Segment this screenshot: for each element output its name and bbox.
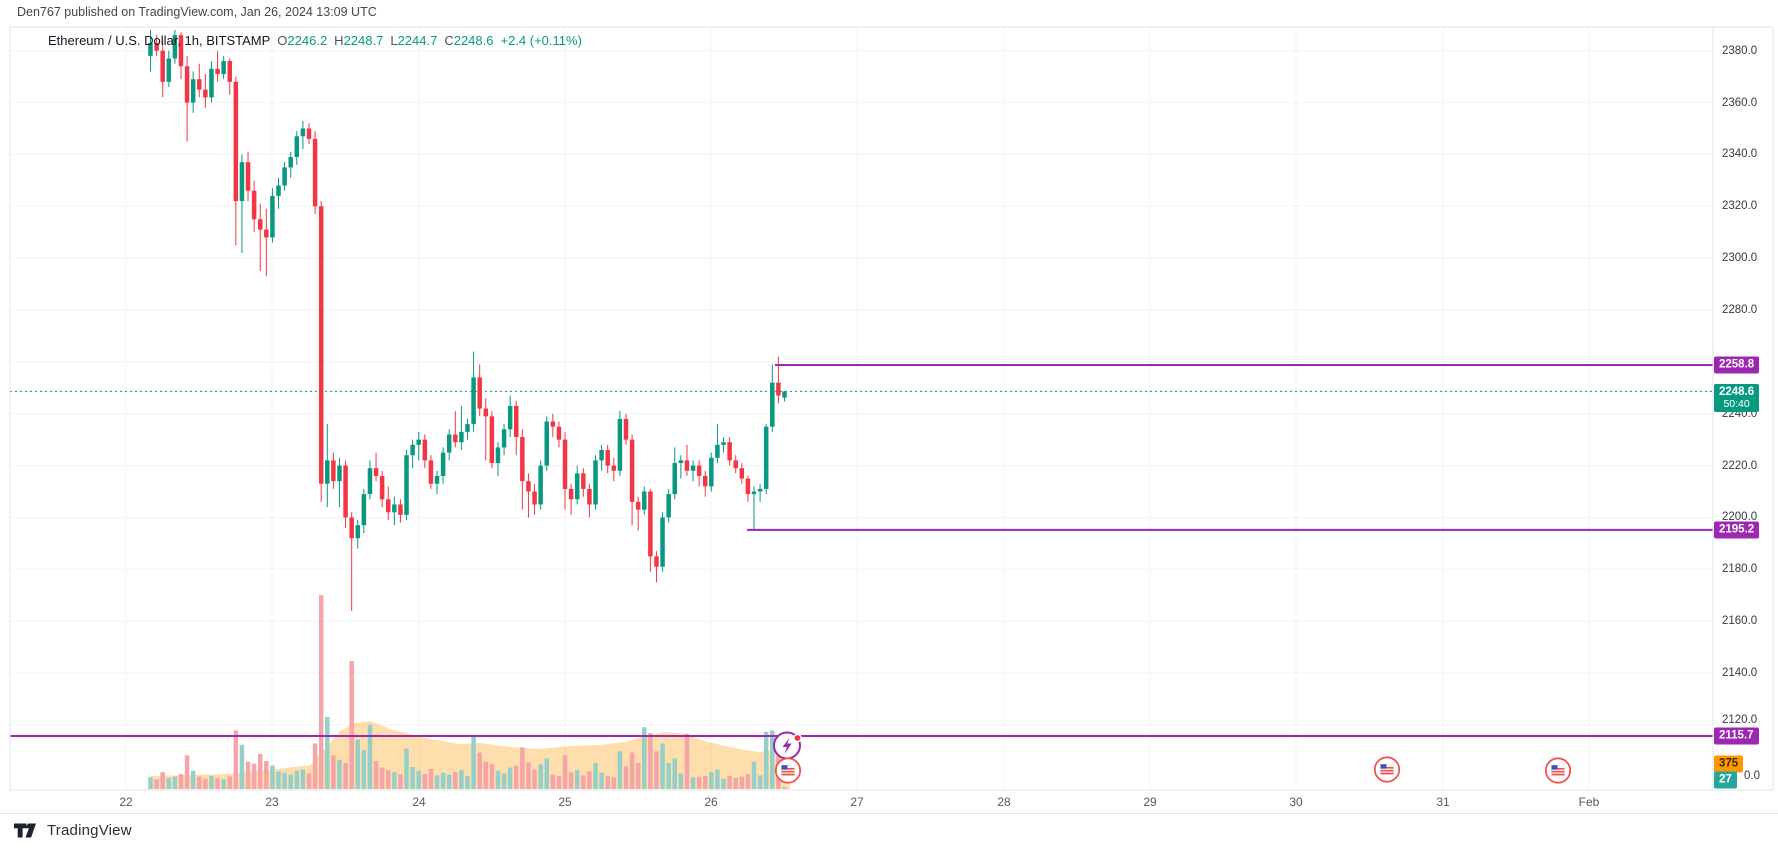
volume-badge: 27 (1714, 771, 1737, 789)
open-value: 2246.2 (287, 33, 328, 48)
price-axis-label: 2180.0 (1722, 563, 1758, 576)
tradingview-logo-icon[interactable] (14, 823, 38, 838)
price-axis-label: 2360.0 (1722, 96, 1758, 109)
price-axis-label: 2200.0 (1722, 511, 1758, 524)
symbol-legend: Ethereum / U.S. Dollar, 1h, BITSTAMP O224… (48, 33, 582, 48)
volume-zero-label: 0.0 (1744, 770, 1760, 782)
close-label: C (444, 33, 454, 48)
low-label: L (390, 33, 398, 48)
economic-event-us-flag-icon[interactable] (774, 757, 802, 789)
support-level-badge: 2195.2 (1714, 521, 1760, 539)
bar-countdown: 50:40 (1723, 398, 1750, 411)
time-axis-label: 25 (558, 795, 572, 809)
time-axis-label: 29 (1143, 795, 1157, 809)
price-axis-label: 2140.0 (1722, 667, 1758, 680)
time-axis-label: 26 (704, 795, 718, 809)
time-axis-label: 24 (412, 795, 426, 809)
symbol-title: Ethereum / U.S. Dollar, 1h, BITSTAMP (48, 33, 271, 48)
lower-level-badge: 2115.7 (1714, 727, 1759, 745)
low-value: 2244.7 (397, 33, 438, 48)
economic-event-us-flag-icon[interactable] (1373, 756, 1401, 788)
published-byline: Den767 published on TradingView.com, Jan… (17, 5, 377, 19)
price-axis-label: 2280.0 (1722, 304, 1758, 316)
high-label: H (334, 33, 344, 48)
time-axis-label: 31 (1436, 795, 1450, 809)
price-axis-label: 2340.0 (1722, 148, 1758, 161)
current-price-value: 2248.6 (1719, 386, 1755, 399)
open-label: O (277, 33, 288, 48)
high-value: 2248.7 (343, 33, 384, 48)
footer: TradingView (14, 822, 132, 839)
time-axis-label: 30 (1289, 795, 1303, 809)
time-axis-label: Feb (1578, 795, 1600, 809)
time-axis-label: 28 (997, 795, 1011, 809)
time-axis-label: 27 (850, 795, 864, 809)
price-axis-label: 2380.0 (1722, 44, 1758, 57)
price-axis-label: 2320.0 (1722, 200, 1758, 213)
resistance-level-badge: 2258.8 (1714, 356, 1760, 374)
time-axis-label: 23 (265, 795, 279, 809)
economic-event-us-flag-icon[interactable] (1544, 757, 1572, 789)
footer-divider (0, 813, 1778, 814)
price-axis-label: 2300.0 (1722, 252, 1758, 265)
current-price-badge: 2248.6 50:40 (1714, 384, 1760, 413)
volume-ma-badge: 375 (1714, 755, 1744, 773)
price-axis-label: 2120.0 (1722, 713, 1758, 726)
change-value: +2.4 (+0.11%) (500, 33, 582, 48)
tradingview-brand-text[interactable]: TradingView (47, 822, 132, 839)
price-axis-label: 2160.0 (1722, 615, 1758, 628)
price-axis-label: 2220.0 (1722, 459, 1758, 472)
close-value: 2248.6 (453, 33, 494, 48)
time-axis-label: 22 (119, 795, 133, 809)
